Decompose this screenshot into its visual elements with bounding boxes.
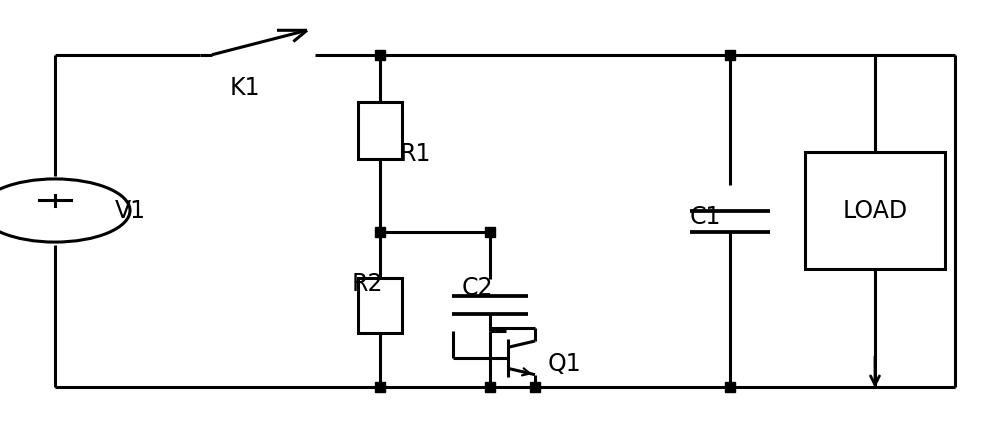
Text: R2: R2 [352,272,384,296]
Circle shape [0,179,130,242]
Text: Q1: Q1 [548,352,582,376]
Text: K1: K1 [230,76,260,101]
Bar [805,152,945,269]
Text: C2: C2 [462,276,494,301]
Text: R1: R1 [400,141,431,166]
Bar [358,102,402,159]
Bar [358,278,402,333]
Text: C1: C1 [690,205,721,229]
Text: V1: V1 [115,198,146,223]
Text: LOAD: LOAD [842,198,908,223]
